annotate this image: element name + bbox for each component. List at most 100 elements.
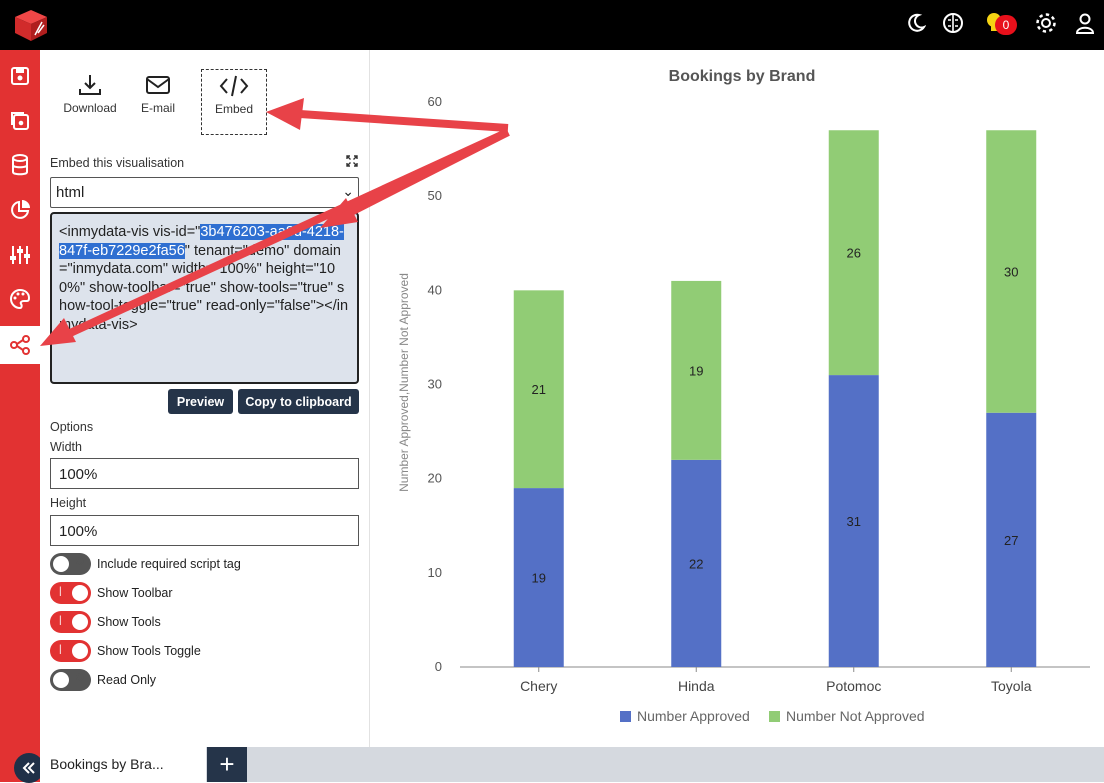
bar-value-label: 30 <box>1004 265 1018 280</box>
bar-value-label: 31 <box>847 514 861 529</box>
format-value: html <box>56 184 85 201</box>
user-icon[interactable] <box>1073 10 1097 36</box>
toggle-switch[interactable]: O <box>50 669 91 691</box>
toggle-on-mark: | <box>59 586 62 597</box>
y-tick-label: 50 <box>428 188 442 203</box>
save-icon[interactable] <box>0 57 40 95</box>
embed-code-textarea[interactable]: <inmydata-vis vis-id="3b476203-aa8d-4218… <box>50 212 359 384</box>
bar-segment <box>513 290 564 489</box>
logo-icon[interactable] <box>11 7 49 43</box>
embed-panel: Download E-mail Embed Embed this visuali… <box>40 50 370 747</box>
chart-title: Bookings by Brand <box>669 68 816 85</box>
bar-segment <box>671 459 722 667</box>
embed-button[interactable]: Embed <box>201 69 267 135</box>
bar-segment <box>828 375 879 667</box>
toggle-knob <box>72 585 88 601</box>
height-field[interactable]: 100% <box>50 515 359 546</box>
toggle-on-mark: | <box>59 615 62 626</box>
x-tick-label: Chery <box>520 678 557 694</box>
copy-to-clipboard-button[interactable]: Copy to clipboard <box>238 389 359 414</box>
moon-icon[interactable] <box>904 10 928 36</box>
toggle-knob <box>72 643 88 659</box>
brain-icon[interactable] <box>941 10 965 36</box>
y-tick-label: 30 <box>428 377 442 392</box>
y-tick-label: 0 <box>435 659 442 674</box>
bar-value-label: 21 <box>532 382 546 397</box>
envelope-icon <box>146 76 170 94</box>
download-button[interactable]: Download <box>57 72 123 136</box>
bar-value-label: 26 <box>847 246 861 261</box>
download-icon <box>79 75 101 95</box>
embed-heading: Embed this visualisation <box>50 156 185 170</box>
toggle-off-mark: O <box>75 556 84 568</box>
toggle-knob <box>53 672 69 688</box>
code-text-pre: <inmydata-vis vis-id=" <box>59 224 201 240</box>
tab-bookings-by-brand[interactable]: Bookings by Bra... <box>40 747 206 782</box>
height-label: Height <box>50 496 87 510</box>
email-label: E-mail <box>140 101 175 115</box>
toggle-row: O Include required script tag <box>50 553 241 575</box>
share-icon[interactable] <box>0 326 40 364</box>
chevron-down-icon: ⌄ <box>342 183 354 199</box>
bottom-tab-bar: Bookings by Bra... × + <box>40 747 1104 782</box>
legend-swatch <box>620 711 631 722</box>
toggle-row: O Read Only <box>50 669 156 691</box>
chart-area: Bookings by Brand 0 10 20 30 40 50 60 Number App… <box>370 50 1104 747</box>
toggle-switch[interactable]: | <box>50 611 91 633</box>
palette-icon[interactable] <box>0 280 40 318</box>
bar-segment <box>671 280 722 460</box>
toggle-knob <box>72 614 88 630</box>
x-tick-label: Toyola <box>991 678 1032 694</box>
code-icon <box>219 75 249 97</box>
toggle-label: Show Tools <box>97 615 161 629</box>
toggle-label: Show Tools Toggle <box>97 644 201 658</box>
toggle-switch[interactable]: | <box>50 640 91 662</box>
left-rail <box>0 50 44 783</box>
y-tick-label: 20 <box>428 471 442 486</box>
toggle-row: | Show Tools Toggle <box>50 640 201 662</box>
toggle-off-mark: O <box>75 672 84 684</box>
gear-icon[interactable] <box>1034 10 1058 36</box>
toggle-label: Read Only <box>97 673 157 687</box>
bar-segment <box>513 488 564 667</box>
bar-segment <box>828 130 879 376</box>
preview-button[interactable]: Preview <box>168 389 233 414</box>
toggle-label: Show Toolbar <box>97 586 173 600</box>
expand-icon[interactable] <box>346 154 358 172</box>
x-tick-label: Potomoc <box>826 678 881 694</box>
toggle-switch[interactable]: | <box>50 582 91 604</box>
width-label: Width <box>50 440 82 454</box>
toggle-knob <box>53 556 69 572</box>
y-tick-label: 60 <box>428 94 442 109</box>
add-tab-button[interactable]: + <box>207 747 247 782</box>
bar-segment <box>986 412 1037 667</box>
notification-badge[interactable]: 0 <box>995 15 1017 35</box>
sliders-icon[interactable] <box>0 236 40 274</box>
width-field[interactable]: 100% <box>50 458 359 489</box>
database-icon[interactable] <box>0 146 40 184</box>
toggle-row: | Show Toolbar <box>50 582 173 604</box>
stacked-bar-chart: Bookings by Brand 0 10 20 30 40 50 60 Number App… <box>397 68 1090 724</box>
tab-label: Bookings by Bra... <box>50 756 164 772</box>
save-as-icon[interactable] <box>0 102 40 140</box>
download-label: Download <box>63 101 117 115</box>
toggle-on-mark: | <box>59 644 62 655</box>
legend-label: Number Approved <box>637 708 750 724</box>
collapse-sidebar-button[interactable] <box>14 753 44 783</box>
legend-swatch <box>769 711 780 722</box>
pie-chart-icon[interactable] <box>0 191 40 229</box>
bar-value-label: 19 <box>532 571 546 586</box>
bar-value-label: 27 <box>1004 533 1018 548</box>
toggle-label: Include required script tag <box>97 557 241 571</box>
y-axis-label: Number Approved,Number Not Approved <box>397 273 411 492</box>
bar-value-label: 19 <box>689 363 703 378</box>
x-tick-label: Hinda <box>678 678 715 694</box>
email-button[interactable]: E-mail <box>125 72 191 136</box>
toggle-switch[interactable]: O <box>50 553 91 575</box>
legend-label: Number Not Approved <box>786 708 925 724</box>
y-tick-label: 40 <box>428 282 442 297</box>
format-select[interactable]: html ⌄ <box>50 177 359 208</box>
bar-value-label: 22 <box>689 556 703 571</box>
toggle-row: | Show Tools <box>50 611 161 633</box>
y-tick-label: 10 <box>428 565 442 580</box>
